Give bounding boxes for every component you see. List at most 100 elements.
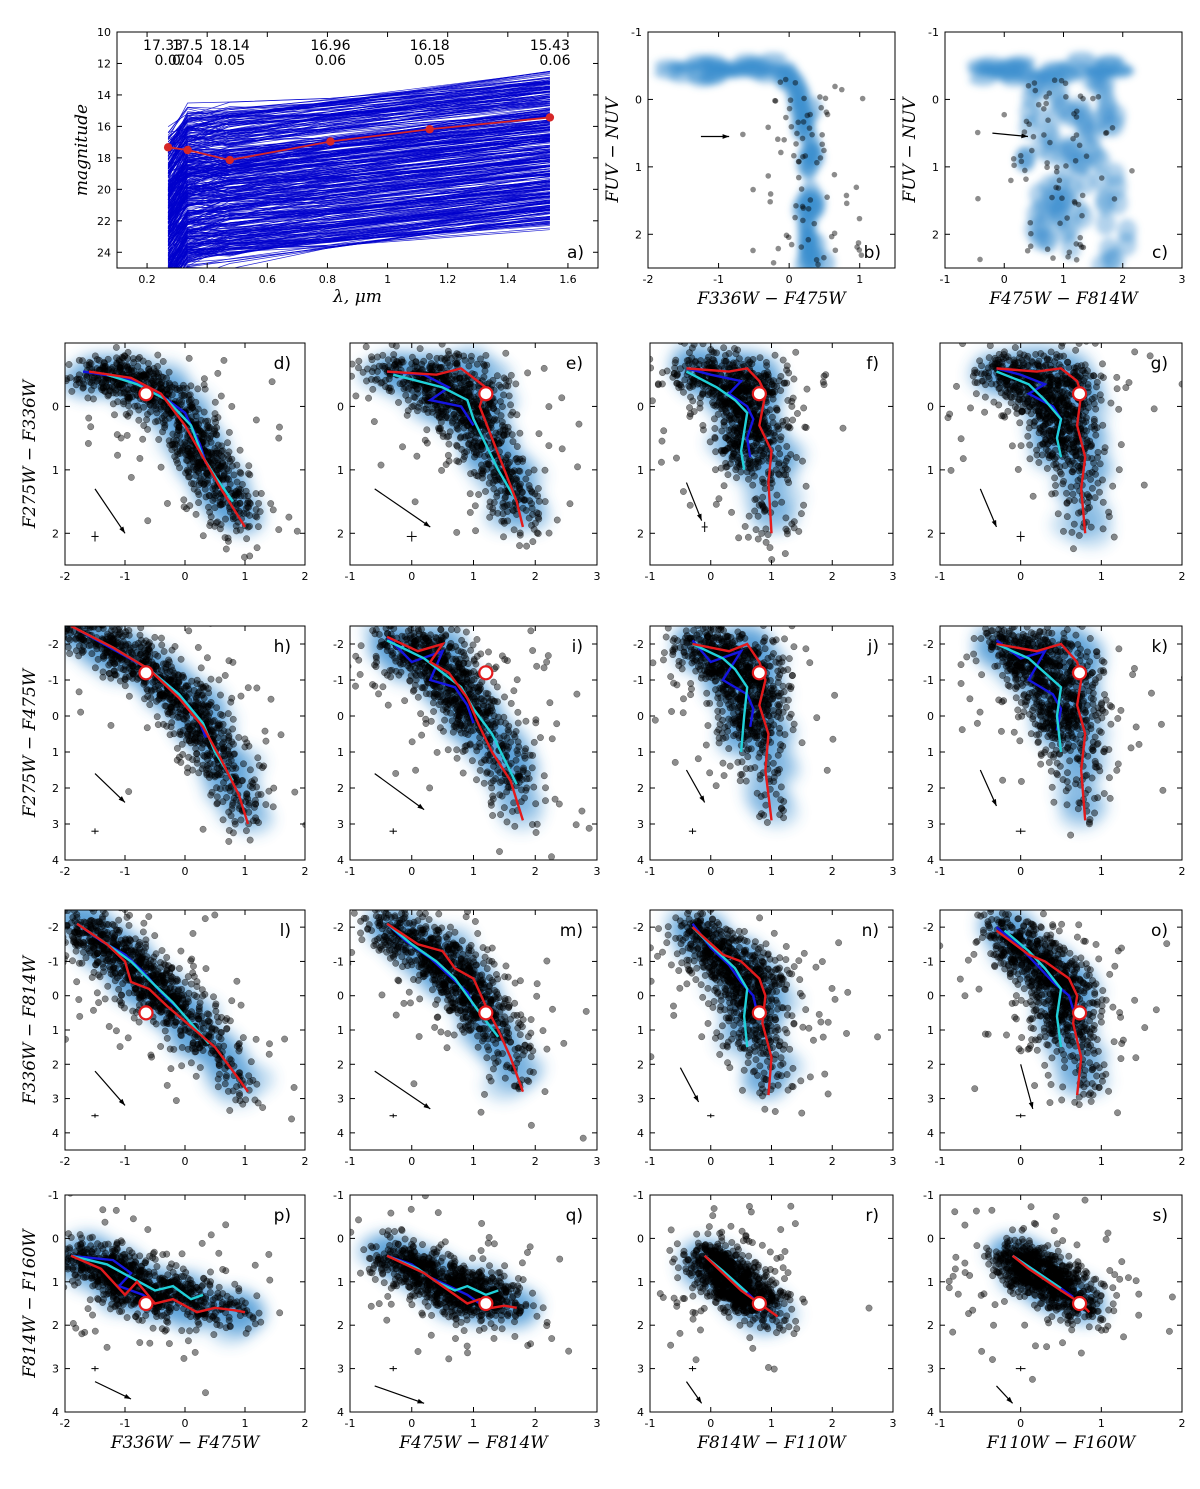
star-point (756, 446, 764, 454)
spectrum-line (167, 81, 550, 151)
star-point (73, 375, 81, 383)
x-tick-label: -1 (713, 273, 724, 286)
star-point (534, 492, 542, 500)
star-point (778, 149, 784, 156)
star-point (785, 369, 793, 377)
star-point (204, 471, 212, 479)
star-point (255, 499, 263, 507)
star-point (184, 447, 192, 455)
star-point (200, 430, 208, 437)
star-point (1097, 396, 1105, 404)
star-point (117, 389, 124, 397)
star-point (1101, 444, 1109, 452)
star-point (1083, 491, 1091, 499)
star-point (450, 411, 458, 419)
star-point (161, 421, 169, 429)
star-point (699, 422, 707, 429)
star-point (824, 111, 831, 118)
star-point (1043, 94, 1049, 100)
star-point (244, 497, 252, 505)
star-point (7, 302, 13, 308)
star-point (290, 386, 296, 392)
star-point (823, 109, 830, 115)
star-point (1111, 196, 1118, 202)
star-point (153, 409, 161, 417)
star-point (677, 365, 684, 373)
star-point (856, 247, 863, 253)
density-cloud (654, 52, 836, 268)
star-point (781, 136, 787, 143)
spectrum-line (167, 113, 550, 161)
star-point (211, 398, 219, 406)
star-point (95, 356, 103, 364)
star-point (558, 394, 566, 402)
spectrum-line (167, 71, 550, 160)
star-point (209, 497, 217, 504)
star-point (780, 318, 786, 324)
star-point (229, 515, 237, 523)
star-point (1062, 80, 1069, 87)
x-tick-label: -2 (60, 570, 71, 583)
star-point (484, 461, 492, 468)
magnitude-value: 17.5 (172, 38, 203, 54)
density-blob (1101, 249, 1122, 268)
spectrum-line (167, 179, 550, 261)
star-point (782, 76, 789, 83)
star-point (718, 427, 726, 435)
star-point (782, 416, 790, 424)
reddening-arrow-head (119, 526, 125, 534)
star-point (225, 475, 233, 483)
object-sed-point (163, 143, 173, 152)
star-point (314, 419, 320, 425)
x-tick-label: -1 (345, 570, 356, 583)
star-point (502, 349, 510, 357)
star-point (638, 358, 644, 364)
spectrum-line (167, 139, 550, 228)
star-point (211, 504, 219, 512)
star-point (708, 375, 716, 383)
star-point (388, 343, 396, 349)
star-point (385, 387, 393, 395)
star-point (118, 368, 126, 376)
star-point (414, 407, 421, 415)
star-point (384, 356, 392, 364)
magnitude-value: 16.96 (310, 38, 350, 54)
star-point (634, 351, 640, 357)
reddening-arrow (94, 488, 126, 534)
star-point (1084, 499, 1092, 507)
star-point (515, 482, 523, 490)
star-point (124, 412, 132, 420)
x-tick-label: 3 (1179, 273, 1186, 286)
star-point (977, 256, 983, 263)
star-point (722, 352, 729, 359)
star-point (224, 439, 232, 447)
spectrum-line (167, 151, 550, 227)
x-tick-label: 1 (1060, 273, 1067, 286)
star-point (522, 475, 530, 483)
star-point (819, 141, 826, 148)
reddening-arrow-head (722, 134, 730, 139)
spectrum-line (167, 80, 550, 127)
star-point (713, 349, 720, 357)
star-point (475, 491, 483, 498)
star-point (734, 346, 742, 354)
star-point (362, 343, 370, 351)
star-point (1063, 489, 1070, 497)
star-point (854, 244, 860, 250)
star-point (75, 356, 83, 364)
star-point (112, 343, 120, 351)
star-point (814, 159, 820, 166)
star-point (1071, 111, 1077, 117)
star-point (792, 348, 800, 356)
star-point (267, 500, 275, 507)
star-point (944, 414, 952, 422)
star-point (799, 457, 806, 465)
star-point (491, 476, 499, 484)
star-point (1117, 441, 1125, 449)
star-point (1066, 249, 1073, 256)
x-tick-label: -1 (120, 570, 131, 583)
spectrum-line (167, 122, 550, 183)
star-point (516, 542, 523, 550)
star-point (228, 402, 236, 410)
spectrum-line (167, 80, 550, 156)
